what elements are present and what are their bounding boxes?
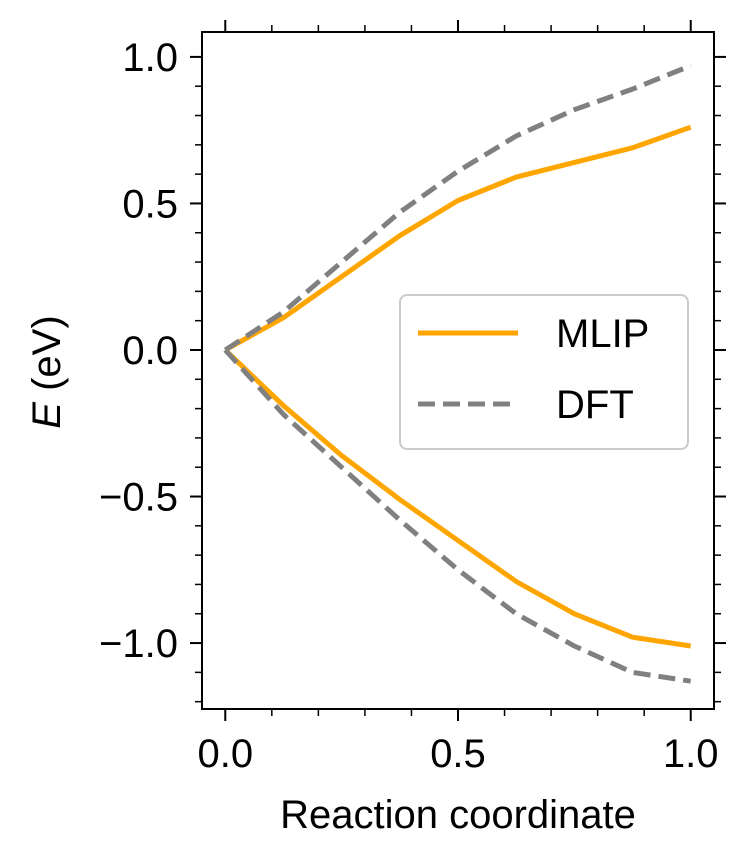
y-tick-label: 0.0 bbox=[122, 329, 178, 373]
y-tick-label: 1.0 bbox=[122, 36, 178, 80]
x-axis-label: Reaction coordinate bbox=[280, 793, 636, 837]
legend-dft-label: DFT bbox=[556, 383, 634, 427]
y-axis-label-unit: (eV) bbox=[25, 315, 69, 402]
series-mlip-lower bbox=[223, 348, 692, 649]
series-dft-lower bbox=[223, 348, 692, 684]
plot-frame bbox=[201, 31, 715, 710]
series-mlip-upper bbox=[224, 124, 692, 353]
legend-mlip-label: MLIP bbox=[556, 312, 649, 356]
y-axis-label: E (eV) bbox=[25, 315, 69, 428]
x-tick-label: 0.5 bbox=[430, 732, 486, 776]
legend: MLIP DFT bbox=[399, 294, 689, 450]
x-tick-label: 0.0 bbox=[197, 732, 253, 776]
ticks-layer: 0.0 0.5 1.0 −1.0 −0.5 0.0 0.5 1.0 bbox=[99, 20, 726, 776]
y-axis-label-symbol: E bbox=[25, 401, 69, 429]
y-tick-label: −1.0 bbox=[99, 622, 178, 666]
series-dft-upper bbox=[223, 63, 692, 353]
y-tick-label: 0.5 bbox=[122, 182, 178, 226]
series-lines bbox=[223, 63, 692, 684]
y-tick-label: −0.5 bbox=[99, 476, 178, 520]
x-tick-label: 1.0 bbox=[663, 732, 719, 776]
